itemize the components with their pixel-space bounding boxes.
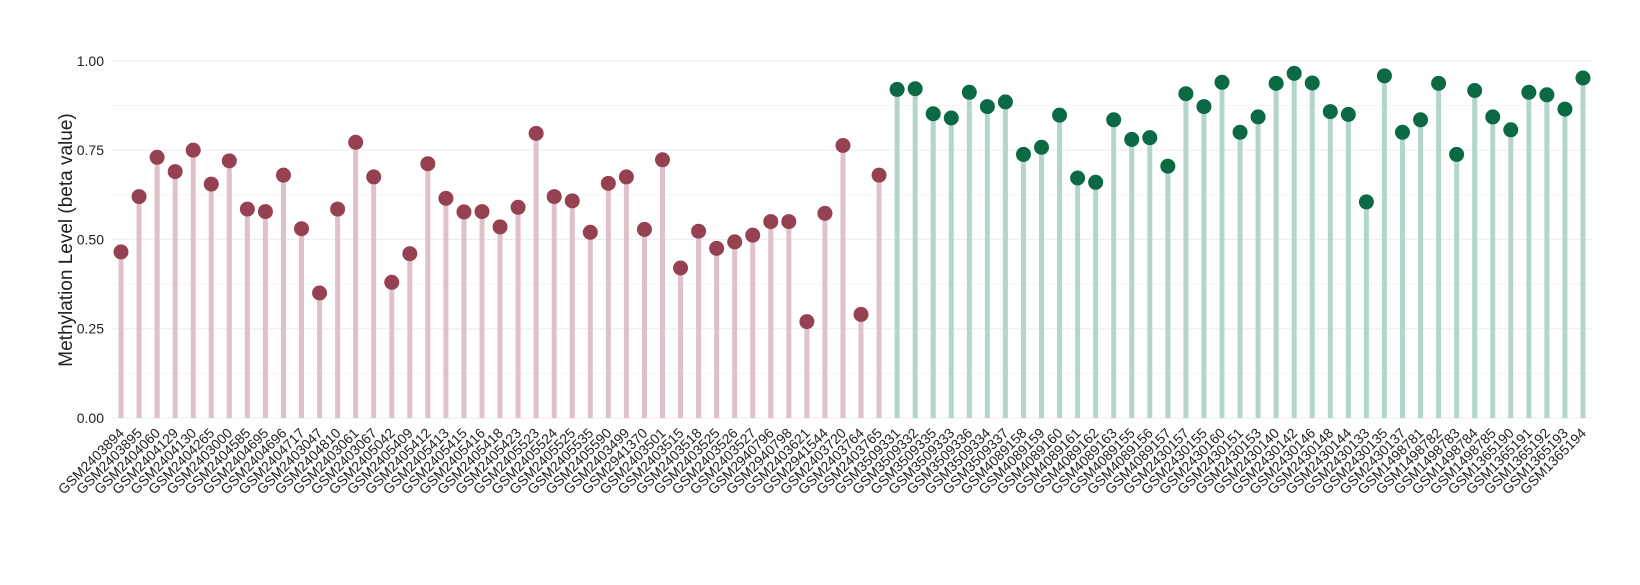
dot xyxy=(745,227,761,243)
dot xyxy=(257,204,273,220)
dot xyxy=(853,306,869,322)
dot xyxy=(221,153,237,169)
y-axis-label: Methylation Level (beta value) xyxy=(56,113,77,366)
y-tick-label: 1.00 xyxy=(77,53,104,69)
dot xyxy=(402,246,418,262)
dot xyxy=(1232,124,1248,140)
dot xyxy=(474,204,490,220)
dot xyxy=(330,201,346,217)
dot xyxy=(727,234,743,250)
dot xyxy=(943,110,959,126)
dot xyxy=(1539,87,1555,103)
dot xyxy=(1214,74,1230,90)
dot xyxy=(979,99,995,115)
dot xyxy=(961,84,977,100)
dot xyxy=(528,125,544,141)
dot xyxy=(1142,130,1158,146)
dot xyxy=(113,244,129,260)
dot xyxy=(835,138,851,153)
dot xyxy=(1449,146,1465,162)
dot xyxy=(1467,83,1483,98)
dot xyxy=(871,167,887,183)
dot xyxy=(564,193,580,209)
y-tick-label: 0.00 xyxy=(77,410,104,426)
dot xyxy=(1304,75,1320,91)
dot xyxy=(510,199,526,215)
y-tick-label: 0.75 xyxy=(77,142,104,158)
dot xyxy=(925,106,941,122)
dot xyxy=(600,175,616,191)
dot xyxy=(1358,194,1374,210)
dot xyxy=(1070,170,1086,186)
dot xyxy=(131,189,147,205)
dot xyxy=(185,142,201,158)
dot xyxy=(1322,104,1338,120)
dot xyxy=(1250,109,1266,125)
dot xyxy=(1160,158,1176,174)
dot xyxy=(1340,106,1356,122)
dot xyxy=(1503,122,1519,138)
dot xyxy=(582,224,598,240)
dot xyxy=(420,156,436,172)
dot xyxy=(799,314,815,330)
dot xyxy=(1106,112,1122,128)
dot xyxy=(492,219,508,235)
dot xyxy=(1557,101,1573,117)
dot xyxy=(781,214,797,230)
dot xyxy=(1394,124,1410,140)
dot xyxy=(167,164,183,180)
dot xyxy=(997,94,1013,110)
dot xyxy=(312,285,328,301)
dot xyxy=(1376,68,1392,84)
dot xyxy=(618,169,634,185)
dot xyxy=(1575,70,1591,86)
dot xyxy=(384,274,400,290)
dot xyxy=(294,221,310,237)
dot xyxy=(546,189,562,205)
dot xyxy=(1015,146,1031,162)
dot xyxy=(348,134,364,150)
dot xyxy=(456,204,472,220)
dot xyxy=(1124,131,1140,147)
y-tick-label: 0.50 xyxy=(77,231,104,247)
dot xyxy=(889,81,905,97)
dot xyxy=(275,167,291,183)
dot xyxy=(1485,109,1501,125)
dot xyxy=(1286,65,1302,81)
dot xyxy=(1521,84,1537,100)
dot xyxy=(709,240,725,256)
dot xyxy=(673,260,689,276)
dot xyxy=(1413,112,1429,128)
dot xyxy=(1034,139,1050,155)
y-tick-label: 0.25 xyxy=(77,321,104,337)
dot xyxy=(438,190,454,206)
dot xyxy=(636,221,652,237)
dot xyxy=(1088,174,1104,190)
dot xyxy=(1268,75,1284,91)
dot xyxy=(907,81,923,97)
dot xyxy=(817,205,833,221)
dot xyxy=(203,176,219,192)
dot xyxy=(1431,75,1447,91)
dot xyxy=(1052,107,1068,123)
dot xyxy=(691,223,707,239)
dot xyxy=(1178,86,1194,102)
dot xyxy=(366,169,382,185)
dot xyxy=(239,201,255,217)
dot xyxy=(1196,99,1212,115)
dot xyxy=(763,214,779,230)
dot xyxy=(149,149,165,165)
dot xyxy=(654,152,670,168)
